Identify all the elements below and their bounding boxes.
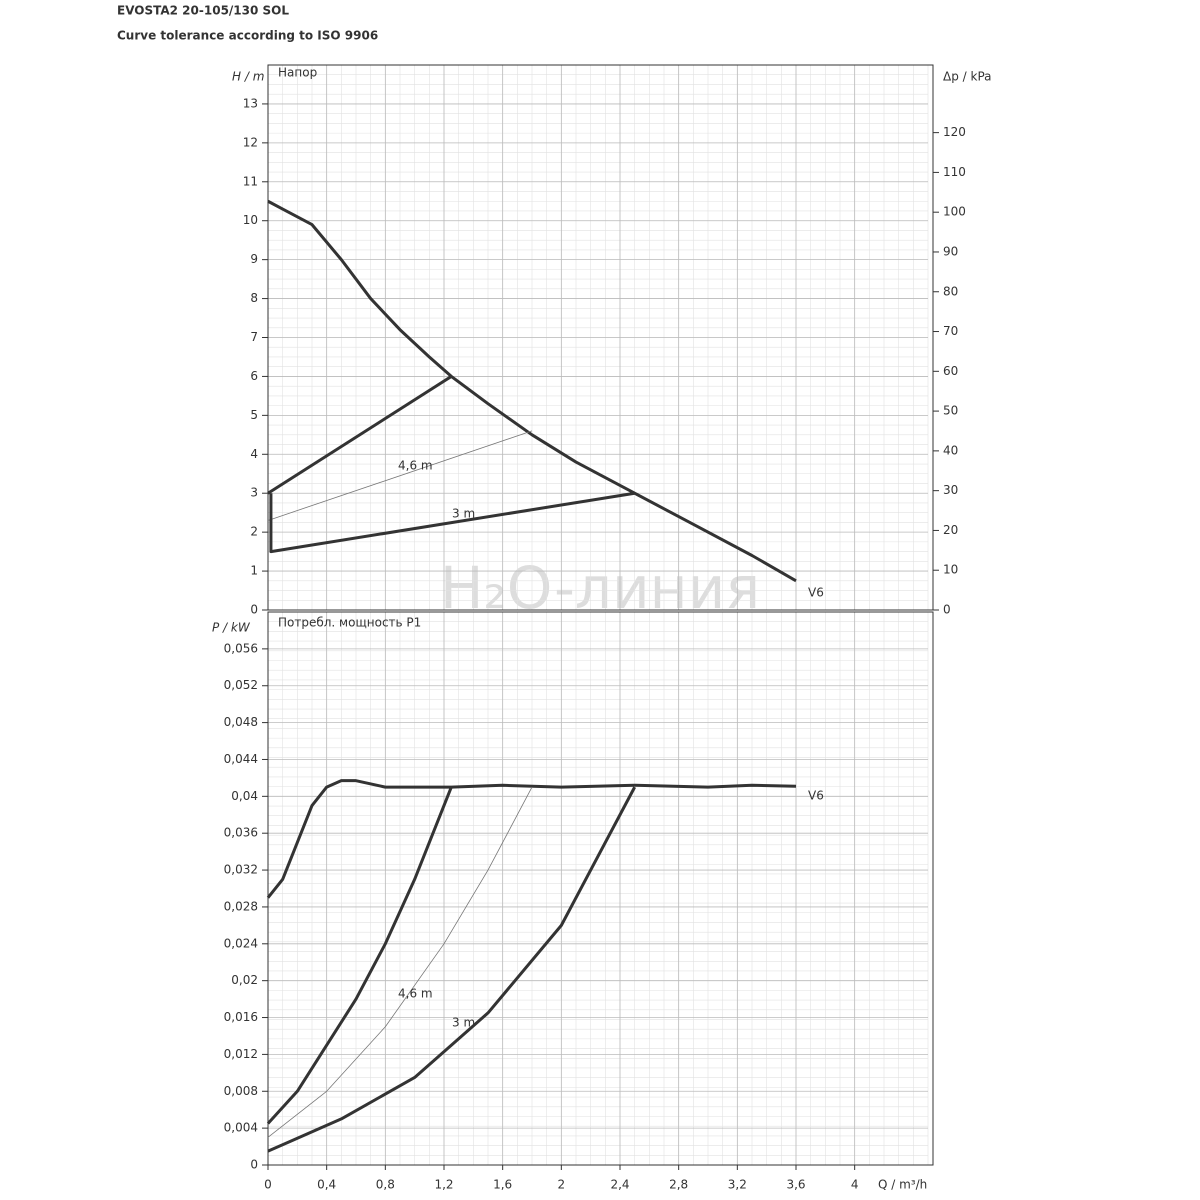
y-tick-label: 0,02 [231,973,258,987]
y2-tick-label: 90 [943,244,958,258]
y-tick-label: 2 [250,525,258,539]
x-tick-label: 0,4 [317,1178,336,1192]
title: EVOSTA2 20-105/130 SOL [117,4,289,18]
series-label: 3 m [452,1016,475,1030]
y-tick-label: 0,04 [231,789,258,803]
y2-tick-label: 60 [943,364,958,378]
y-tick-label: 0,016 [224,1010,258,1024]
y-tick-label: 1 [250,564,258,578]
x-tick-label: 1,6 [493,1178,512,1192]
y-tick-label: 9 [250,252,258,266]
y-tick-label: 0 [250,603,258,617]
series-line [266,779,797,899]
y-tick-label: 0,052 [224,678,258,692]
x-tick-label: 2,8 [669,1178,688,1192]
plot-frame [267,611,934,1166]
series-line [267,786,636,1153]
y2-tick-label: 30 [943,483,958,497]
x-tick-label: 0,8 [376,1178,395,1192]
y-tick-label: 0 [250,1158,258,1172]
subtitle: Curve tolerance according to ISO 9906 [117,29,378,43]
y2-tick-label: 40 [943,443,958,457]
x-tick-label: 3,6 [786,1178,805,1192]
y2-tick-label: 120 [943,125,966,139]
panel-title: Напор [278,66,317,80]
series-line [267,375,453,495]
series-line [269,491,635,554]
series-label: V6 [808,586,824,600]
y-tick-label: 4 [250,447,258,461]
y-tick-label: 5 [250,408,258,422]
y-tick-label: 0,036 [224,826,258,840]
y-tick-label: 7 [250,330,258,344]
y2-tick-label: 110 [943,165,966,179]
y-tick-label: 0,032 [224,863,258,877]
y-tick-label: 0,004 [224,1121,258,1135]
series-line [267,430,533,521]
y2-tick-label: 100 [943,205,966,219]
x-tick-label: 1,2 [434,1178,453,1192]
series-line [266,786,453,1125]
y-tick-label: 0,048 [224,715,258,729]
y2-tick-label: 80 [943,284,958,298]
x-tick-label: 4 [851,1178,859,1192]
y-axis-label: P / kW [212,621,251,635]
series-label: V6 [808,789,824,803]
x-axis-label: Q / m³/h [878,1178,927,1192]
y-tick-label: 0,056 [224,641,258,655]
series-line [267,786,533,1138]
y-tick-label: 0,044 [224,752,258,766]
y2-tick-label: 70 [943,324,958,338]
y-tick-label: 3 [250,486,258,500]
y2-tick-label: 0 [943,603,951,617]
y-tick-label: 10 [243,213,258,227]
y-tick-label: 8 [250,291,258,305]
y2-tick-label: 50 [943,404,958,418]
x-tick-label: 3,2 [728,1178,747,1192]
y2-axis-label: Δp / kPa [943,70,992,84]
y-tick-label: 0,012 [224,1047,258,1061]
y-tick-label: 0,028 [224,899,258,913]
x-tick-label: 0 [264,1178,272,1192]
y-tick-label: 13 [243,96,258,110]
y2-tick-label: 20 [943,523,958,537]
y2-tick-label: 10 [943,563,958,577]
x-tick-label: 2 [558,1178,566,1192]
y-axis-label: H / m [232,70,264,84]
series-label: 4,6 m [398,987,433,1001]
y-tick-label: 6 [250,369,258,383]
watermark: H₂O-линия [440,554,760,622]
y-tick-label: 12 [243,135,258,149]
plot-frame [267,64,934,611]
y-tick-label: 0,024 [224,936,258,950]
x-tick-label: 2,4 [610,1178,629,1192]
series-label: 3 m [452,507,475,521]
y-tick-label: 0,008 [224,1084,258,1098]
y-tick-label: 11 [243,174,258,188]
panel-title: Потребл. мощность P1 [278,616,421,630]
series-label: 4,6 m [398,459,433,473]
